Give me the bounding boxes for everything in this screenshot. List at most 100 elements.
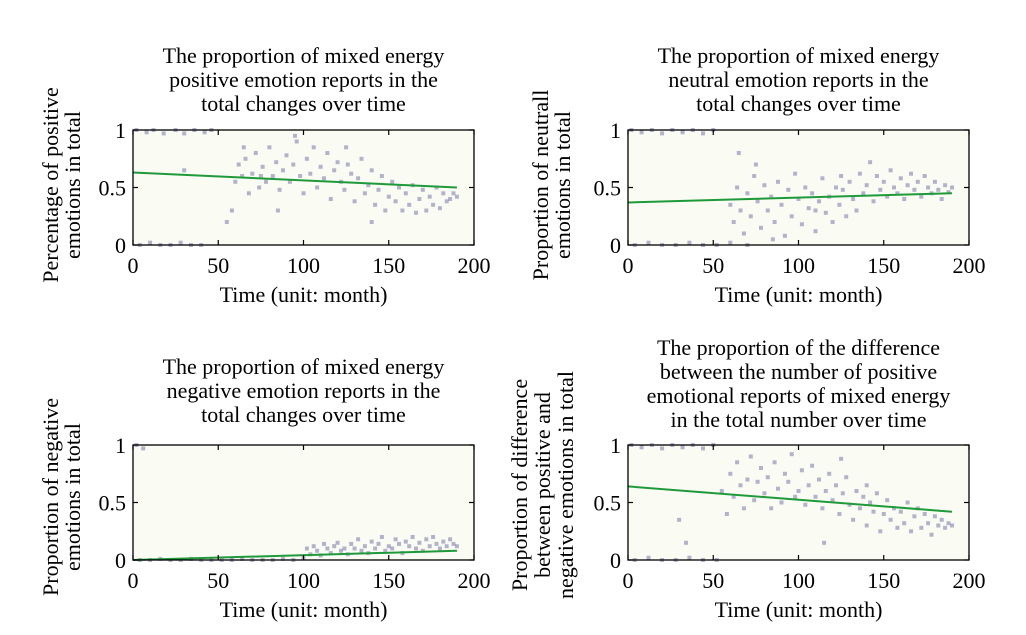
- data-point: [926, 185, 931, 190]
- data-point: [427, 194, 432, 199]
- data-point: [840, 491, 845, 496]
- data-point: [919, 525, 924, 530]
- data-point: [322, 176, 326, 181]
- data-point: [793, 494, 798, 499]
- data-point: [839, 456, 844, 461]
- data-point: [946, 190, 951, 195]
- x-tick-label: 200: [953, 568, 986, 593]
- x-axis-label: Time (unit: month): [715, 282, 883, 307]
- y-tick-label: 0.5: [99, 176, 127, 201]
- data-point: [304, 156, 309, 161]
- data-point: [379, 535, 384, 539]
- data-point: [233, 179, 238, 184]
- data-point: [332, 168, 337, 173]
- data-point: [779, 500, 784, 505]
- data-point: [376, 187, 381, 192]
- x-tick-label: 100: [782, 253, 815, 278]
- x-tick-label: 50: [702, 568, 724, 593]
- data-point: [441, 539, 446, 544]
- data-point: [349, 541, 354, 546]
- data-point: [874, 174, 879, 178]
- y-axis-label: negative emotions in total: [553, 371, 578, 599]
- data-point: [639, 445, 644, 450]
- data-point: [871, 199, 876, 204]
- data-point: [325, 546, 330, 551]
- trend-line: [132, 171, 457, 189]
- data-point: [789, 452, 794, 457]
- data-point: [397, 541, 401, 546]
- data-point: [762, 183, 767, 188]
- data-point: [728, 471, 733, 476]
- data-point: [257, 185, 262, 190]
- data-point: [892, 185, 896, 190]
- data-point: [332, 544, 337, 549]
- data-point: [950, 523, 954, 528]
- plot-area: [133, 130, 474, 245]
- data-point: [830, 220, 835, 224]
- data-point: [770, 237, 775, 242]
- chart-title: The proportion of mixed energy: [658, 43, 940, 68]
- data-point: [810, 463, 815, 468]
- x-tick-label: 100: [782, 568, 815, 593]
- data-point: [847, 502, 852, 507]
- data-point: [451, 191, 456, 196]
- data-point: [315, 548, 320, 553]
- data-point: [755, 199, 760, 204]
- data-point: [281, 556, 285, 561]
- chart-title: neutral emotion reports in the: [668, 67, 928, 92]
- data-point: [308, 171, 313, 176]
- data-point: [325, 151, 330, 155]
- data-point: [397, 185, 401, 190]
- data-point: [224, 220, 229, 224]
- data-point: [844, 214, 849, 219]
- data-point: [840, 187, 845, 192]
- data-point: [236, 162, 241, 167]
- data-point: [342, 546, 347, 551]
- data-point: [298, 174, 303, 178]
- data-point: [687, 555, 692, 560]
- y-axis-label: Proportion of negative: [38, 398, 63, 596]
- data-point: [328, 197, 333, 201]
- x-tick-label: 50: [207, 568, 229, 593]
- data-point: [417, 540, 422, 545]
- data-point: [454, 544, 459, 549]
- data-point: [424, 537, 429, 542]
- x-tick-label: 200: [458, 568, 491, 593]
- data-point: [724, 512, 729, 516]
- data-point: [847, 179, 852, 184]
- trend-line: [627, 485, 953, 513]
- data-point: [895, 191, 900, 196]
- data-point: [315, 185, 320, 190]
- data-point: [813, 229, 818, 234]
- data-point: [919, 194, 924, 199]
- data-point: [741, 506, 746, 511]
- data-point: [148, 240, 153, 245]
- chart-title: The proportion of mixed energy: [163, 43, 445, 68]
- data-point: [932, 179, 937, 184]
- x-tick-label: 0: [623, 568, 634, 593]
- data-point: [799, 468, 804, 473]
- data-point: [431, 535, 436, 539]
- chart-title: negative emotion reports in the: [167, 378, 441, 403]
- data-point: [885, 194, 890, 199]
- data-point: [420, 187, 425, 192]
- data-point: [250, 171, 255, 176]
- data-point: [161, 131, 166, 136]
- data-point: [762, 491, 767, 496]
- data-point: [759, 225, 763, 230]
- data-point: [379, 174, 384, 178]
- data-point: [748, 214, 753, 219]
- x-tick-label: 50: [207, 253, 229, 278]
- data-point: [311, 544, 316, 549]
- data-point: [881, 179, 886, 184]
- data-point: [342, 187, 347, 192]
- data-point: [936, 523, 941, 528]
- data-point: [182, 168, 187, 173]
- data-point: [383, 208, 388, 213]
- x-axis-label: Time (unit: month): [715, 597, 883, 622]
- data-point: [386, 544, 391, 549]
- data-point: [646, 240, 651, 245]
- data-point: [738, 208, 743, 213]
- data-point: [362, 544, 367, 549]
